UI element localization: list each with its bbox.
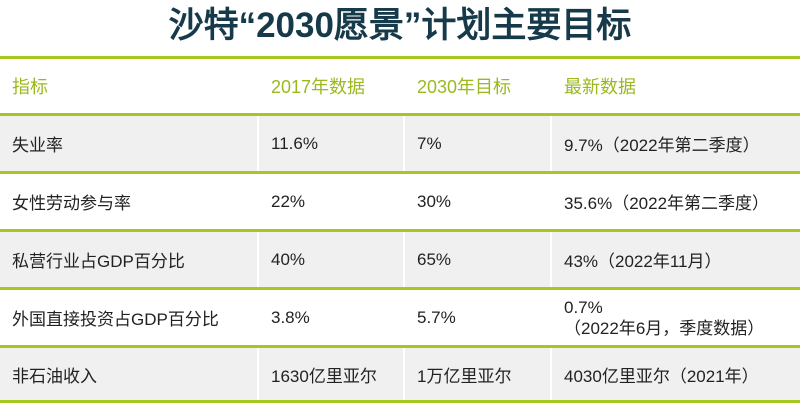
value-2017-cell: 11.6% [257,116,403,171]
header-2030-target: 2030年目标 [403,59,550,113]
indicator-cell: 女性劳动参与率 [12,194,131,213]
target-2030-cell: 65% [403,232,550,287]
page-title: 沙特“2030愿景”计划主要目标 [168,6,632,45]
latest-cell: 43%（2022年11月） [550,232,800,287]
indicator-cell: 外国直接投资占GDP百分比 [12,310,219,329]
table-row: 非石油收入 1630亿里亚尔 1万亿里亚尔 4030亿里亚尔（2021年） [0,345,800,403]
latest-value: 0.7% [564,297,603,317]
table-row: 外国直接投资占GDP百分比 3.8% 5.7% 0.7% （2022年6月，季度… [0,287,800,345]
target-2030-cell: 5.7% [403,290,550,345]
value-2017-cell: 3.8% [257,290,403,345]
indicator-cell: 非石油收入 [12,366,97,386]
table-row: 私营行业占GDP百分比 40% 65% 43%（2022年11月） [0,229,800,287]
header-2017-data: 2017年数据 [257,59,403,113]
target-2030-cell: 30% [403,174,550,229]
header-indicator: 指标 [12,77,48,97]
latest-cell: 9.7%（2022年第二季度） [550,116,800,171]
value-2017-cell: 22% [257,174,403,229]
target-2030-cell: 1万亿里亚尔 [403,348,550,400]
target-2030-cell: 7% [403,116,550,171]
latest-cell: 35.6%（2022年第二季度） [550,174,800,229]
indicator-cell: 失业率 [12,136,63,155]
table-row: 失业率 11.6% 7% 9.7%（2022年第二季度） [0,113,800,171]
value-2017-cell: 40% [257,232,403,287]
latest-cell: 4030亿里亚尔（2021年） [550,348,800,400]
table-header-row: 指标 2017年数据 2030年目标 最新数据 [0,56,800,113]
header-latest-data: 最新数据 [550,59,800,113]
value-2017-cell: 1630亿里亚尔 [257,348,403,400]
table-row: 女性劳动参与率 22% 30% 35.6%（2022年第二季度） [0,171,800,229]
goals-table: 指标 2017年数据 2030年目标 最新数据 失业率 11.6% 7% 9.7… [0,56,800,403]
indicator-cell: 私营行业占GDP百分比 [12,252,185,271]
latest-note: （2022年6月，季度数据） [564,318,765,338]
latest-cell: 0.7% （2022年6月，季度数据） [550,290,800,345]
